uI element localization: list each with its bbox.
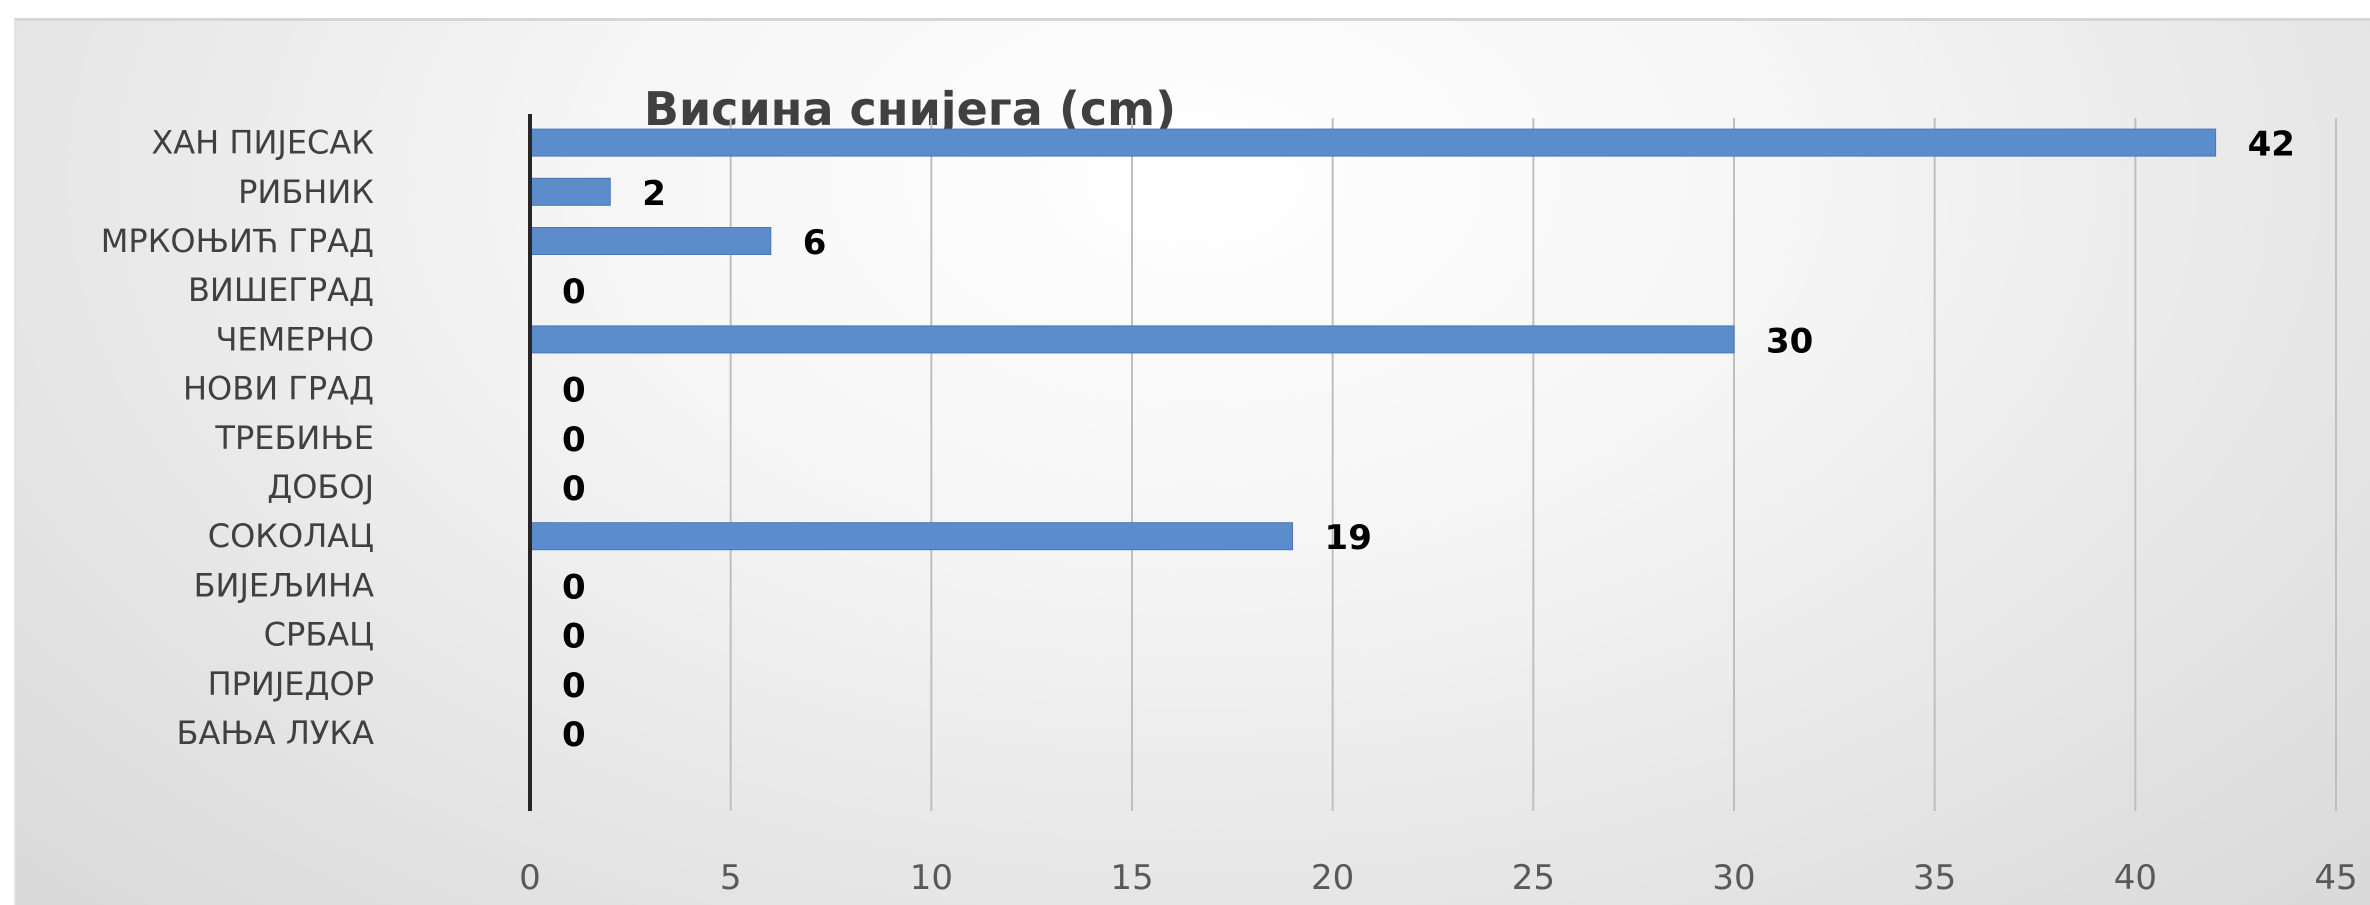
x-tick-label: 0 xyxy=(519,858,541,898)
x-tick-label: 40 xyxy=(2114,858,2157,898)
category-label: ВИШЕГРАД xyxy=(188,271,374,309)
x-tick-label: 30 xyxy=(1712,858,1755,898)
x-tick-label: 45 xyxy=(2314,858,2357,898)
category-label: РИБНИК xyxy=(238,173,374,211)
data-label: 0 xyxy=(562,272,586,312)
x-tick-label: 35 xyxy=(1913,858,1956,898)
data-label: 19 xyxy=(1325,518,1372,558)
chart-title: Висина снијега (cm) xyxy=(644,82,1176,136)
category-label: МРКОЊИЋ ГРАД xyxy=(101,222,374,260)
bar xyxy=(529,177,611,206)
data-label: 0 xyxy=(562,371,586,411)
category-label: ТРЕБИЊЕ xyxy=(214,419,374,457)
category-label: ПРИЈЕДОР xyxy=(208,665,374,703)
category-label: СОКОЛАЦ xyxy=(208,517,374,555)
x-tick-label: 15 xyxy=(1110,858,1153,898)
x-tick-label: 5 xyxy=(720,858,742,898)
data-label: 0 xyxy=(562,617,586,657)
bar-chart: Висина снијега (cm) ХАН ПИЈЕСАК РИБНИК МРК… xyxy=(101,82,2358,898)
bar xyxy=(529,522,1294,551)
data-label: 2 xyxy=(642,174,666,214)
category-label: ДОБОЈ xyxy=(267,468,374,506)
category-labels: ХАН ПИЈЕСАК РИБНИК МРКОЊИЋ ГРАД ВИШЕГРАД ЧЕМ… xyxy=(101,124,375,752)
x-tick-label: 25 xyxy=(1512,858,1555,898)
data-label: 0 xyxy=(562,715,586,755)
category-label: НОВИ ГРАД xyxy=(183,370,374,408)
bars xyxy=(529,128,2217,551)
category-label: ХАН ПИЈЕСАК xyxy=(151,124,374,162)
bar xyxy=(529,227,772,255)
data-label: 0 xyxy=(562,420,586,460)
data-label: 6 xyxy=(803,223,827,263)
chart-area: Висина снијега (cm) ХАН ПИЈЕСАК РИБНИК МРК… xyxy=(14,18,2370,905)
data-label: 30 xyxy=(1766,321,1813,361)
data-label: 0 xyxy=(562,567,586,607)
x-tick-label: 10 xyxy=(910,858,953,898)
gridlines xyxy=(729,118,2337,811)
bar xyxy=(529,128,2217,157)
x-tick-labels: 0 5 10 15 20 25 30 35 40 45 xyxy=(519,858,2357,898)
data-label: 0 xyxy=(562,469,586,509)
data-label: 0 xyxy=(562,666,586,706)
category-label: СРБАЦ xyxy=(264,616,374,654)
category-label: БАЊА ЛУКА xyxy=(176,714,374,752)
data-label: 42 xyxy=(2248,125,2295,165)
bar xyxy=(529,325,1735,354)
x-tick-label: 20 xyxy=(1311,858,1354,898)
category-label: БИЈЕЉИНА xyxy=(194,566,375,604)
category-label: ЧЕМЕРНО xyxy=(215,320,374,358)
